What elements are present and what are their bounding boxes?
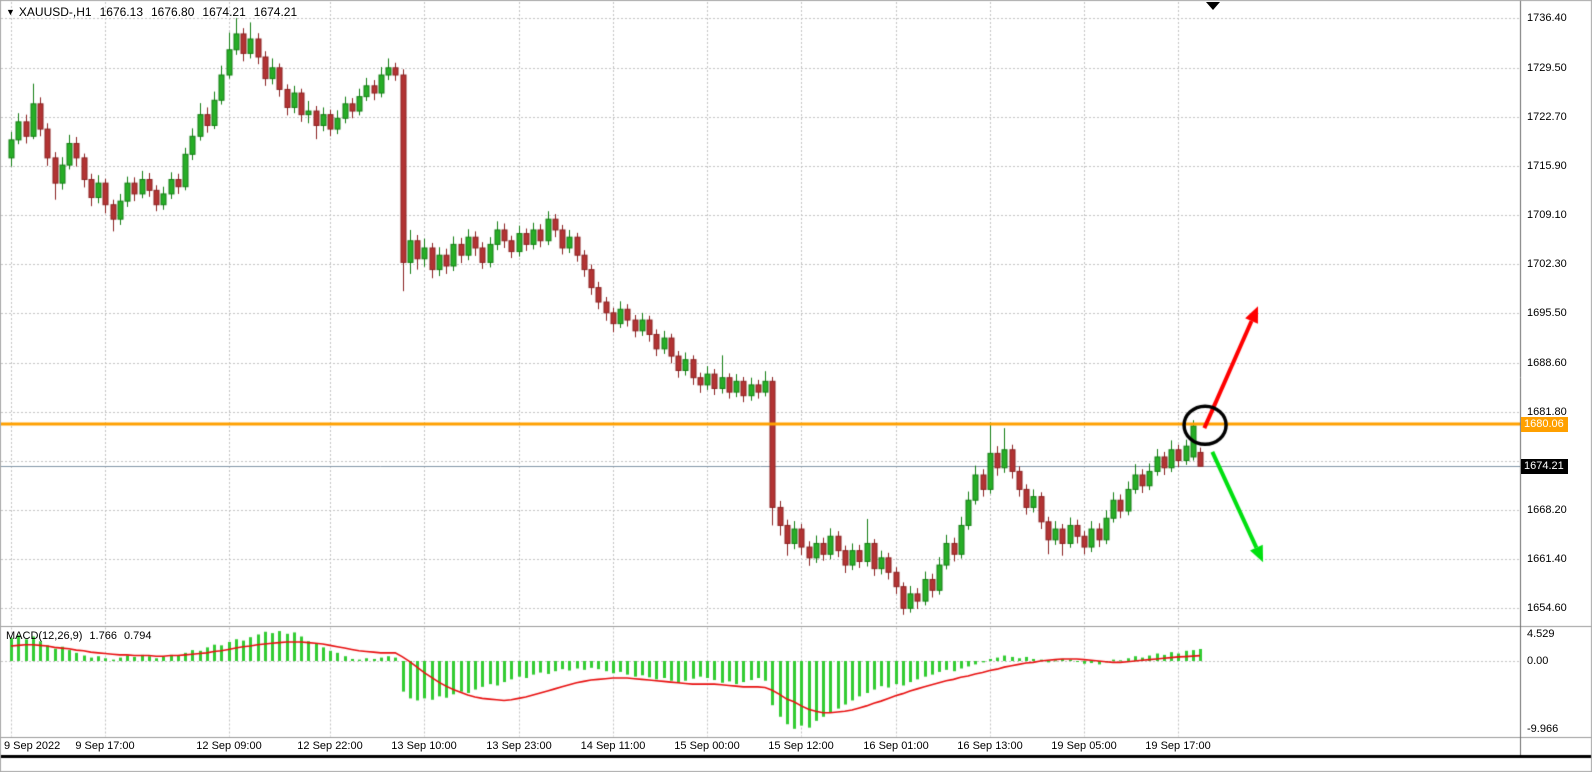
- price-axis-label: 1661.40: [1527, 553, 1567, 565]
- macd-axis-label: -9.966: [1527, 723, 1559, 735]
- macd-indicator-label: MACD(12,26,9) 1.766 0.794: [6, 630, 151, 642]
- time-axis-label: 13 Sep 10:00: [391, 740, 457, 752]
- current-price-tag: 1674.21: [1521, 459, 1568, 474]
- macd-axis-label: 0.00: [1527, 655, 1549, 667]
- price-axis-label: 1688.60: [1527, 357, 1567, 369]
- symbol-period-label: XAUUSD-,H1: [18, 5, 92, 19]
- price-axis-label: 1722.70: [1527, 111, 1567, 123]
- price-axis-label: 1736.40: [1527, 12, 1567, 24]
- price-axis-label: 1681.80: [1527, 406, 1567, 418]
- price-axis[interactable]: 1680.06 1674.21 1736.40 1729.50 1722.70 171…: [1521, 0, 1592, 755]
- time-axis-label: 12 Sep 09:00: [196, 740, 262, 752]
- time-axis-label: 19 Sep 17:00: [1145, 740, 1211, 752]
- time-axis-label: 15 Sep 00:00: [674, 740, 740, 752]
- macd-name: MACD(12,26,9): [6, 630, 83, 642]
- time-axis-label: 15 Sep 12:00: [768, 740, 834, 752]
- time-axis-label: 16 Sep 01:00: [863, 740, 929, 752]
- ohlc-high-value: 1676.80: [151, 5, 195, 19]
- dropdown-arrow-icon[interactable]: ▼: [6, 7, 15, 17]
- price-axis-label: 1695.50: [1527, 307, 1567, 319]
- time-axis-label: 9 Sep 2022: [4, 740, 61, 752]
- price-axis-label: 1729.50: [1527, 62, 1567, 74]
- time-axis-label: 9 Sep 17:00: [75, 740, 135, 752]
- time-axis-label: 13 Sep 23:00: [486, 740, 552, 752]
- time-axis[interactable]: 9 Sep 2022 9 Sep 17:00 12 Sep 09:00 12 Sep …: [0, 740, 1592, 756]
- symbol-ohlc-label: ▼ XAUUSD-,H1 1676.13 1676.80 1674.21 1674.21: [6, 5, 297, 19]
- price-axis-label: 1668.20: [1527, 504, 1567, 516]
- time-axis-label: 16 Sep 13:00: [957, 740, 1023, 752]
- chart-shift-marker-icon[interactable]: [1206, 2, 1220, 10]
- ohlc-close-value: 1674.21: [253, 5, 298, 19]
- time-axis-label: 12 Sep 22:00: [297, 740, 363, 752]
- ohlc-low-value: 1674.21: [202, 5, 246, 19]
- time-axis-label: 19 Sep 05:00: [1051, 740, 1117, 752]
- hline-price-tag: 1680.06: [1521, 417, 1568, 432]
- price-axis-label: 1654.60: [1527, 602, 1567, 614]
- price-axis-label: 1709.10: [1527, 209, 1567, 221]
- price-axis-label: 1702.30: [1527, 258, 1567, 270]
- macd-signal-value: 0.794: [123, 630, 152, 642]
- time-axis-label: 14 Sep 11:00: [580, 740, 646, 752]
- macd-axis-label: 4.529: [1527, 628, 1555, 640]
- macd-main-value: 1.766: [89, 630, 117, 642]
- ohlc-open-value: 1676.13: [99, 5, 143, 19]
- price-axis-label: 1715.90: [1527, 160, 1567, 172]
